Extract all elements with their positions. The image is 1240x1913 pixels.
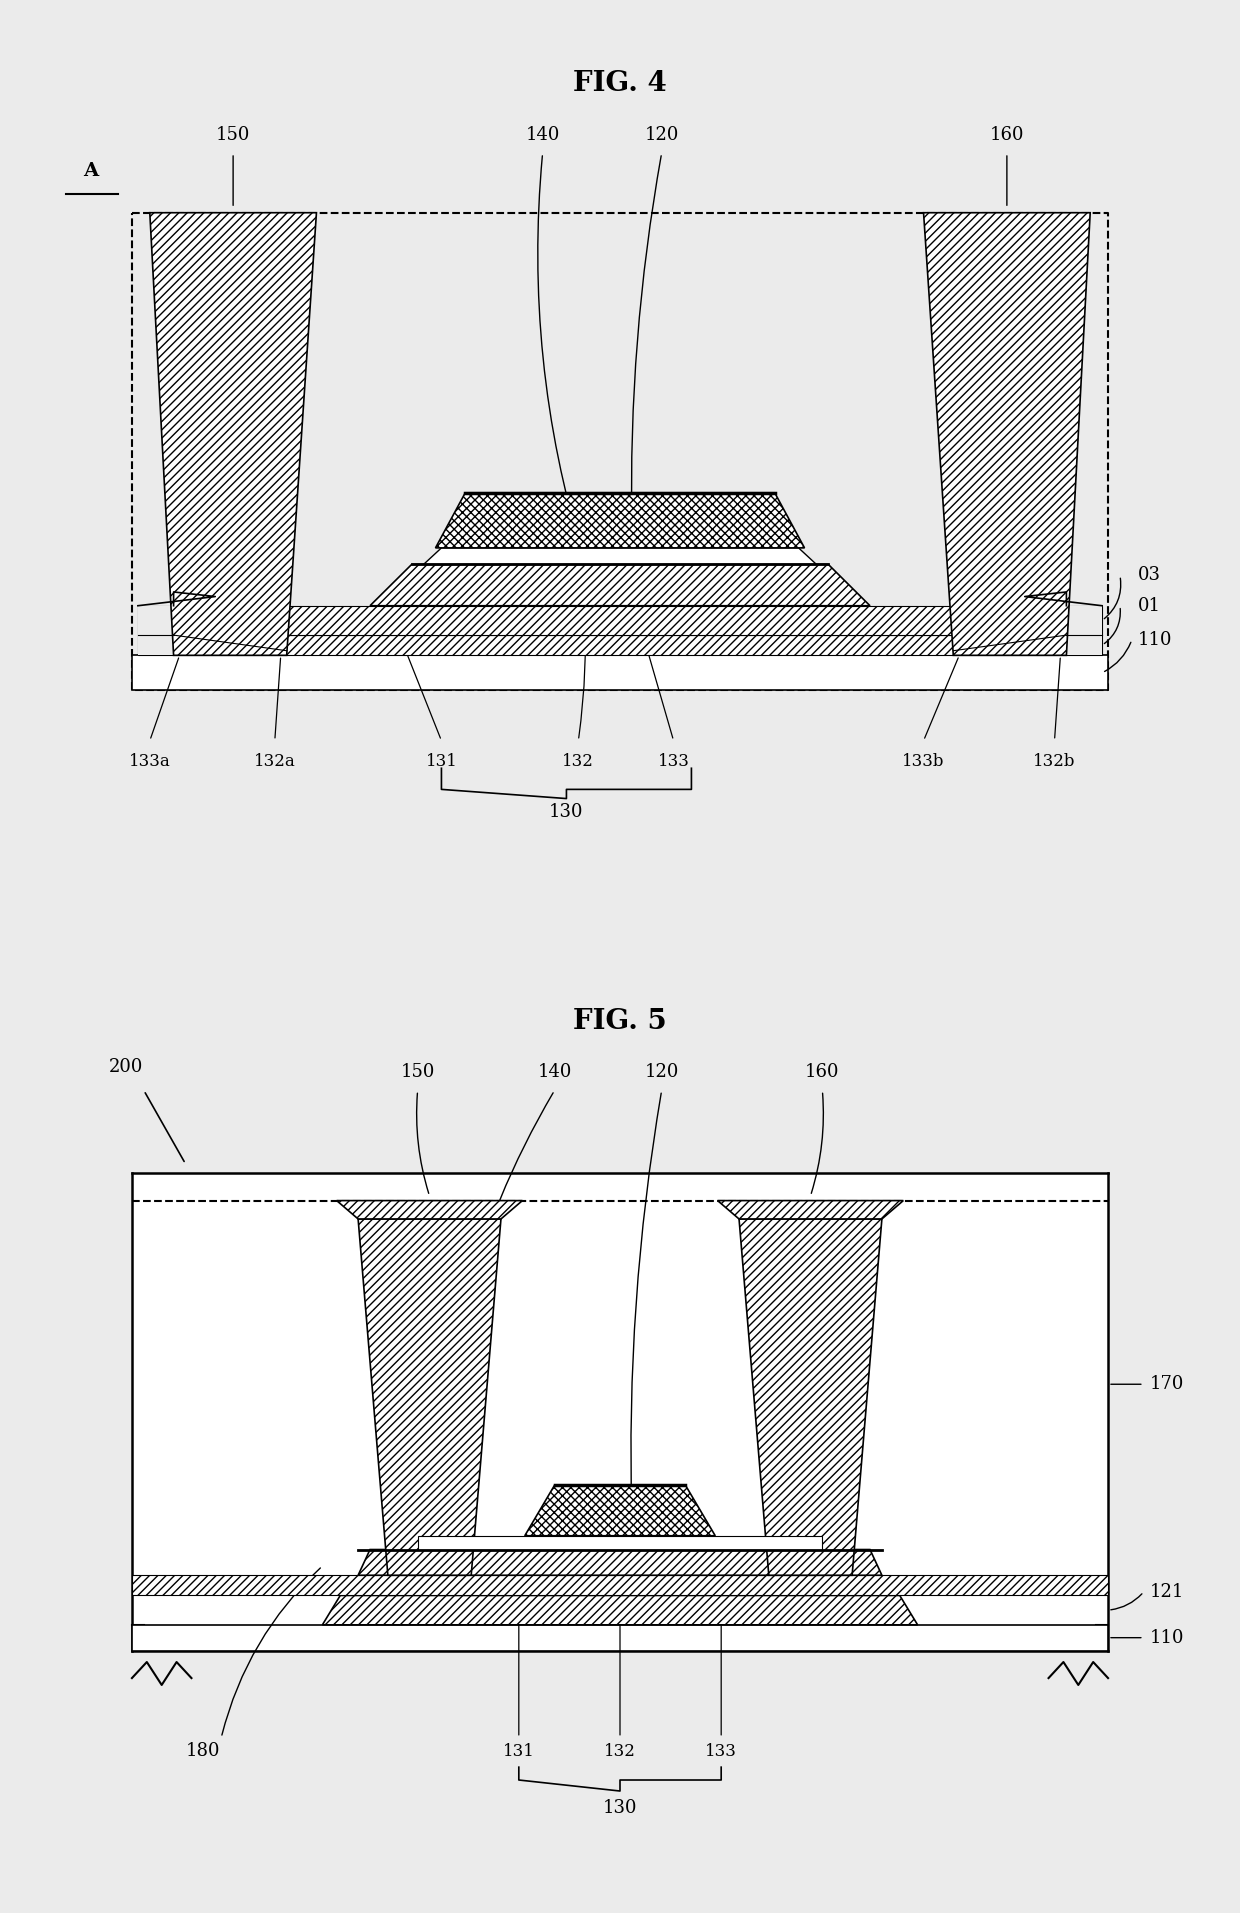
Polygon shape bbox=[358, 1550, 882, 1574]
Bar bbox=[131, 1574, 1109, 1595]
Bar bbox=[131, 1624, 1109, 1651]
Text: A: A bbox=[83, 163, 98, 180]
Text: 133a: 133a bbox=[129, 752, 171, 769]
Polygon shape bbox=[370, 564, 870, 606]
Text: 130: 130 bbox=[549, 803, 584, 821]
Text: 140: 140 bbox=[526, 126, 559, 143]
Text: 130: 130 bbox=[603, 1798, 637, 1817]
Text: 132: 132 bbox=[604, 1743, 636, 1760]
Text: 120: 120 bbox=[645, 126, 678, 143]
Polygon shape bbox=[337, 1201, 522, 1219]
Polygon shape bbox=[358, 1219, 501, 1574]
Text: 160: 160 bbox=[805, 1064, 839, 1081]
Text: 133b: 133b bbox=[903, 752, 945, 769]
Bar bbox=[138, 635, 1102, 656]
Bar bbox=[418, 1536, 822, 1550]
Text: 121: 121 bbox=[1149, 1582, 1184, 1601]
Polygon shape bbox=[131, 606, 174, 656]
Text: 140: 140 bbox=[537, 1064, 572, 1081]
Text: 131: 131 bbox=[425, 752, 458, 769]
Polygon shape bbox=[150, 212, 316, 656]
Text: 160: 160 bbox=[990, 126, 1024, 143]
Text: FIG. 5: FIG. 5 bbox=[573, 1008, 667, 1035]
Polygon shape bbox=[525, 1484, 715, 1536]
Text: 120: 120 bbox=[645, 1064, 678, 1081]
Text: 03: 03 bbox=[1138, 566, 1161, 585]
Bar bbox=[131, 656, 1109, 691]
Polygon shape bbox=[435, 494, 805, 547]
Polygon shape bbox=[924, 212, 1090, 656]
Text: 110: 110 bbox=[1149, 1628, 1184, 1647]
Polygon shape bbox=[1066, 606, 1109, 656]
Polygon shape bbox=[718, 1201, 903, 1219]
Text: 110: 110 bbox=[1138, 631, 1172, 649]
Text: 132: 132 bbox=[563, 752, 594, 769]
Text: 200: 200 bbox=[109, 1058, 143, 1077]
Text: 131: 131 bbox=[503, 1743, 534, 1760]
Text: 132a: 132a bbox=[254, 752, 295, 769]
Text: FIG. 4: FIG. 4 bbox=[573, 71, 667, 98]
Bar bbox=[131, 1173, 1109, 1651]
Polygon shape bbox=[739, 1219, 882, 1574]
Text: 133: 133 bbox=[706, 1743, 737, 1760]
Text: 180: 180 bbox=[186, 1743, 221, 1760]
Text: 01: 01 bbox=[1138, 597, 1161, 614]
Polygon shape bbox=[424, 547, 816, 564]
Text: 150: 150 bbox=[401, 1064, 435, 1081]
Bar bbox=[138, 606, 1102, 635]
Polygon shape bbox=[322, 1595, 918, 1624]
Text: 170: 170 bbox=[1149, 1375, 1184, 1393]
Text: 133: 133 bbox=[657, 752, 689, 769]
Text: 132b: 132b bbox=[1033, 752, 1076, 769]
Text: 150: 150 bbox=[216, 126, 250, 143]
